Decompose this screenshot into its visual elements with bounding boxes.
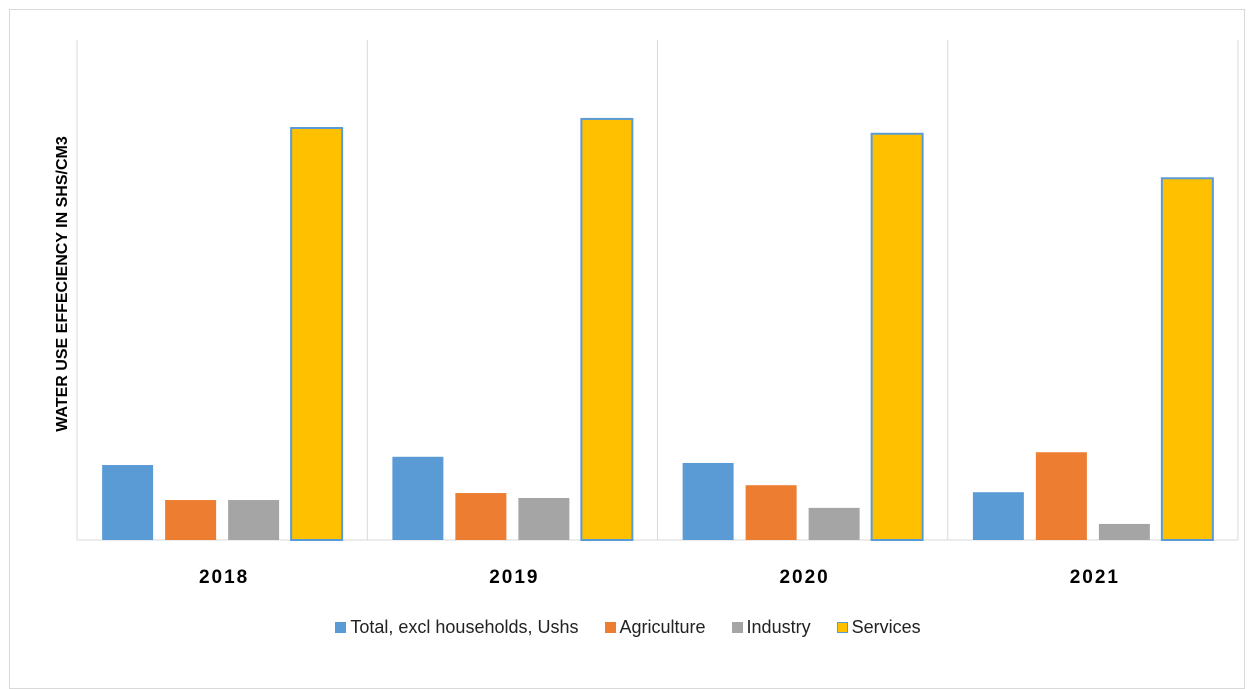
legend-item: Industry (731, 617, 811, 638)
bars-group (102, 117, 1214, 541)
bar-industry-2021 (1098, 523, 1150, 540)
legend-label: Services (851, 617, 921, 637)
bar-agriculture-2020 (745, 485, 797, 540)
legend-label: Total, excl households, Ushs (350, 617, 579, 637)
x-tick-label: 2020 (779, 567, 829, 588)
x-tick-labels: 2018 2019 2020 2021 (199, 567, 1120, 588)
bar-services-2021 (1160, 177, 1214, 541)
bar-industry-2018 (228, 500, 280, 540)
bar-agriculture-2021 (1035, 452, 1087, 540)
bar-total-excl-households-ushs-2020 (682, 462, 734, 540)
legend-item: Agriculture (604, 617, 706, 638)
legend-swatch (836, 622, 848, 633)
bar-agriculture-2018 (165, 500, 217, 540)
legend: Total, excl households, Ushs Agriculture I… (0, 617, 1256, 638)
legend-swatch (731, 622, 743, 633)
legend-item: Services (836, 617, 921, 638)
bar-services-2020 (870, 132, 924, 541)
y-axis-label: WATER USE EFFECIENCY IN SHS/CM3 (54, 136, 71, 432)
bar-total-excl-households-ushs-2019 (392, 456, 444, 540)
category-separators (76, 40, 1239, 540)
bar-chart: 2018 2019 2020 2021 WATER USE EFFECIENCY IN… (54, 40, 1239, 588)
x-tick-label: 2019 (489, 567, 539, 588)
bar-total-excl-households-ushs-2018 (102, 465, 154, 540)
legend-label: Industry (746, 617, 811, 637)
legend-item: Total, excl households, Ushs (335, 617, 579, 638)
legend-swatch (604, 622, 616, 633)
bar-services-2019 (580, 117, 634, 541)
legend-swatch (335, 622, 347, 633)
x-tick-label: 2018 (199, 567, 249, 588)
bar-total-excl-households-ushs-2021 (972, 492, 1024, 540)
x-tick-label: 2021 (1070, 567, 1120, 588)
bar-services-2018 (290, 127, 344, 541)
bar-industry-2020 (808, 507, 860, 540)
bar-agriculture-2019 (455, 493, 507, 540)
legend-label: Agriculture (619, 617, 706, 637)
bar-industry-2019 (518, 497, 570, 540)
